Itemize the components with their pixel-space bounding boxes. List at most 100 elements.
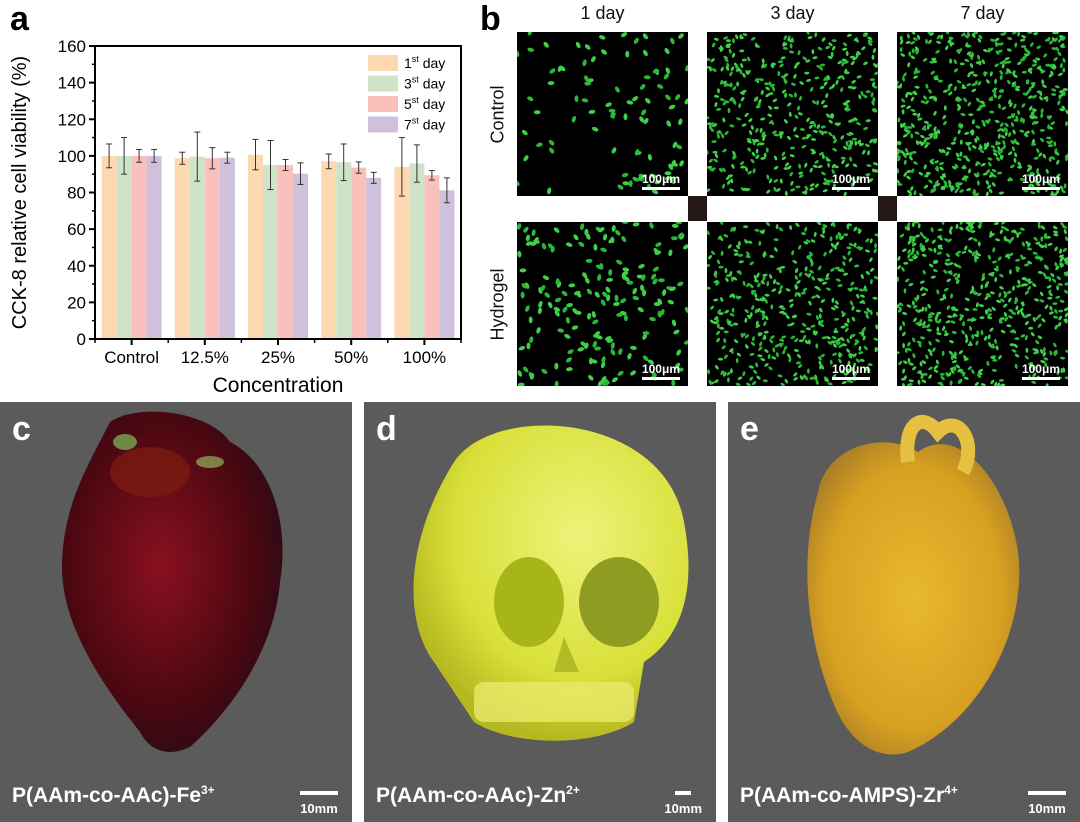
photo-heart-zr: e P(AAm-co-AMPS)-Zr4+ 10mm [728,402,1080,822]
bar [174,158,190,339]
bar [409,163,425,339]
fluorescent-cells [897,222,1068,386]
x-tick-label: 25% [261,348,295,367]
y-tick-label: 140 [58,74,86,93]
column-label-7-day: 7 day [960,3,1005,23]
scale-bar: 10mm [300,791,338,816]
legend-swatch [368,75,398,92]
scale-bar: 10mm [664,791,702,816]
scale-bar: 10mm [1028,791,1066,816]
y-tick-label: 0 [77,330,86,349]
row-label-hydrogel: Hydrogel [487,268,508,341]
bar [351,167,367,339]
scale-bar-label: 100μm [831,362,870,376]
fluorescent-cells [707,222,878,386]
scale-bar-label: 100μm [1021,362,1060,376]
y-tick-label: 120 [58,110,86,129]
scale-bar: 100μm [641,362,680,380]
bar [116,155,132,339]
bar [321,161,337,339]
photo-caption: P(AAm-co-AMPS)-Zr4+ [740,783,958,808]
micrograph-hydrogel-7-day: 100μm [897,222,1068,386]
legend-swatch [368,96,398,112]
photo-caption: P(AAm-co-AAc)-Fe3+ [12,783,215,808]
panel-label-d: d [376,410,397,448]
bar [146,155,162,339]
skull-model-yellow [413,425,689,741]
bar [101,155,117,339]
micrograph-hydrogel-3-day: 100μm [707,222,878,386]
scale-bar-label: 10mm [300,801,338,816]
column-label-3-day: 3 day [770,3,815,23]
caption-text: P(AAm-co-AAc)-Zn [376,784,567,807]
photo-heart-fe: c P(AAm-co-AAc)-Fe3+ 10mm [0,402,352,822]
bar [189,156,205,339]
micrograph-hydrogel-1-day: 100μm [517,222,688,386]
heart-model-amber [807,415,1020,755]
panel-label-c: c [12,410,31,448]
separator-square [878,196,897,221]
y-tick-label: 160 [58,37,86,56]
y-tick-label: 60 [67,220,86,239]
column-label-1-day: 1 day [580,3,625,23]
scale-bar-label: 100μm [1021,172,1060,186]
caption-text: P(AAm-co-AAc)-Fe [12,784,201,807]
y-tick-label: 100 [58,147,86,166]
bar [439,190,455,339]
x-tick-label: 12.5% [181,348,229,367]
legend-label: 5st day [404,95,445,112]
y-tick-label: 40 [67,257,86,276]
micrograph-control-1-day: 100μm [517,32,688,196]
bar [219,157,235,339]
x-tick-label: 100% [403,348,446,367]
scale-bar-label: 10mm [1028,801,1066,816]
y-tick-label: 20 [67,293,86,312]
separator-square [688,196,707,221]
heart-model-red [61,411,283,752]
fluorescent-cells [517,222,688,386]
fluorescent-cells [897,32,1068,196]
scale-bar: 100μm [1021,362,1060,380]
bar [131,155,147,339]
caption-sup: 3+ [201,783,215,797]
cell-viability-bar-chart: Control 12.5% 25% 50% 100% 0 20 40 60 80 100 120 140… [9,37,462,397]
bar [293,173,308,339]
panel-label-a: a [10,0,29,38]
micrograph-control-7-day: 100μm [897,32,1068,196]
bar [263,165,278,339]
bar [366,177,382,339]
scale-bar: 100μm [831,172,870,190]
scale-bar-label: 100μm [641,172,680,186]
caption-text: P(AAm-co-AMPS)-Zr [740,784,945,807]
x-tick-label: 50% [334,348,368,367]
panel-label-b: b [480,0,501,38]
scale-bar: 100μm [1021,172,1060,190]
scale-bar-label: 100μm [641,362,680,376]
caption-sup: 2+ [566,783,580,797]
caption-sup: 4+ [944,783,958,797]
y-tick-label: 80 [67,184,86,203]
bar [424,175,440,339]
bar [248,154,263,339]
y-axis-label: CCK-8 relative cell viability (%) [9,56,31,329]
photo-skull-zn: d P(AAm-co-AAc)-Zn2+ 10mm [364,402,716,822]
scale-bar-label: 100μm [831,172,870,186]
legend-label: 7st day [404,116,445,133]
row-label-control: Control [487,85,508,144]
bar [394,166,410,339]
x-tick-label: Control [104,348,159,367]
scale-bar: 100μm [831,362,870,380]
legend-label: 3st day [404,75,445,92]
bar [336,162,352,339]
scale-bar: 100μm [641,172,680,190]
panel-label-e: e [740,410,759,448]
micrograph-control-3-day: 100μm [707,32,878,196]
bar [278,165,293,339]
legend-label: 1st day [404,54,445,71]
fluorescent-cells [707,32,878,196]
legend-swatch [368,55,398,71]
scale-bar-label: 10mm [664,801,702,816]
photo-caption: P(AAm-co-AAc)-Zn2+ [376,783,580,808]
bar [204,158,220,339]
fluorescent-cells [517,32,688,195]
